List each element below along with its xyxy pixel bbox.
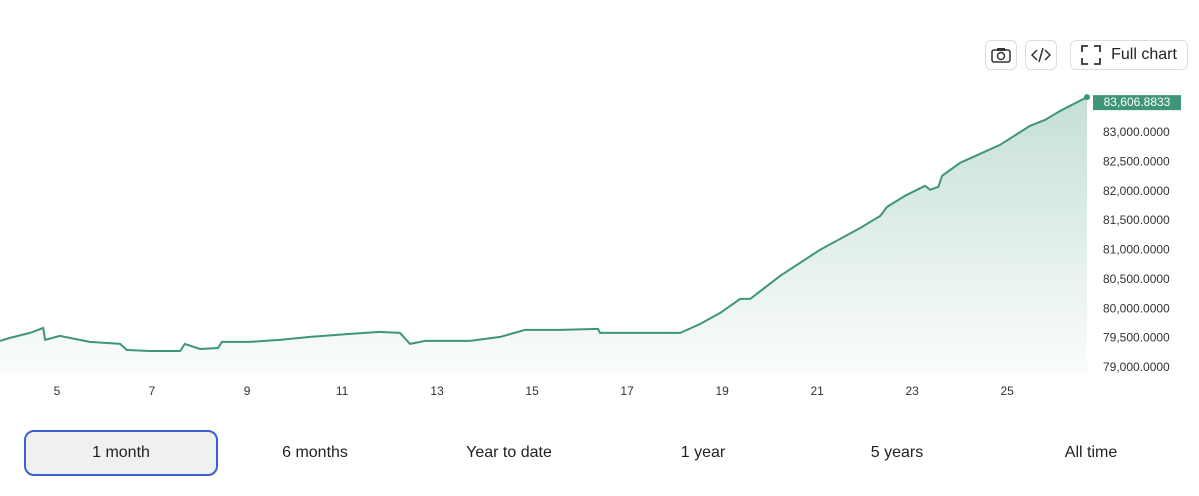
range-button[interactable]: 5 years (870, 444, 924, 461)
camera-icon (991, 48, 1011, 63)
x-tick-label: 11 (336, 384, 349, 398)
y-tick-label: 80,500.0000 (1103, 272, 1170, 286)
y-tick-label: 79,000.0000 (1103, 360, 1170, 374)
full-chart-button[interactable]: Full chart (1070, 40, 1188, 70)
x-tick-label: 17 (620, 384, 634, 398)
x-tick-label: 23 (905, 384, 919, 398)
code-icon (1031, 47, 1051, 63)
y-tick-label: 79,500.0000 (1103, 331, 1170, 345)
y-tick-label: 82,000.0000 (1103, 184, 1170, 198)
x-tick-label: 15 (525, 384, 539, 398)
area-fill (0, 97, 1087, 375)
line (0, 96, 1088, 352)
expand-icon (1081, 45, 1101, 65)
x-tick-label: 21 (810, 384, 824, 398)
x-tick-label: 5 (54, 384, 61, 398)
full-chart-label: Full chart (1111, 46, 1177, 63)
x-tick-label: 7 (149, 384, 156, 398)
y-tick-label: 80,000.0000 (1103, 301, 1170, 315)
x-tick-label: 13 (430, 384, 444, 398)
x-tick-label: 25 (1001, 384, 1015, 398)
y-tick-label: 81,000.0000 (1103, 243, 1170, 257)
y-tick-label: 81,500.0000 (1103, 213, 1170, 227)
range-button[interactable]: All time (1064, 444, 1118, 461)
value-label: 83,606.8833 (1104, 95, 1171, 109)
last-point (1084, 94, 1090, 101)
range-button[interactable]: 6 months (282, 444, 348, 461)
camera-button[interactable] (985, 40, 1017, 70)
y-tick-label: 82,500.0000 (1103, 154, 1170, 168)
value-badge (1093, 95, 1181, 111)
embed-button[interactable] (1025, 40, 1057, 70)
range-buttons: 1 month 6 months Year to date 1 year 5 years… (24, 430, 1188, 476)
x-tick-label: 9 (244, 384, 251, 398)
y-tick-label: 83,000.0000 (1103, 125, 1170, 139)
chart: 79,000.0000 79,500.0000 80,000.0000 80,500.… (0, 94, 1181, 398)
x-tick-label: 19 (715, 384, 729, 398)
range-button[interactable]: 1 month (24, 430, 218, 476)
range-button[interactable]: Year to date (466, 444, 552, 461)
range-button[interactable]: 1 year (680, 444, 726, 461)
